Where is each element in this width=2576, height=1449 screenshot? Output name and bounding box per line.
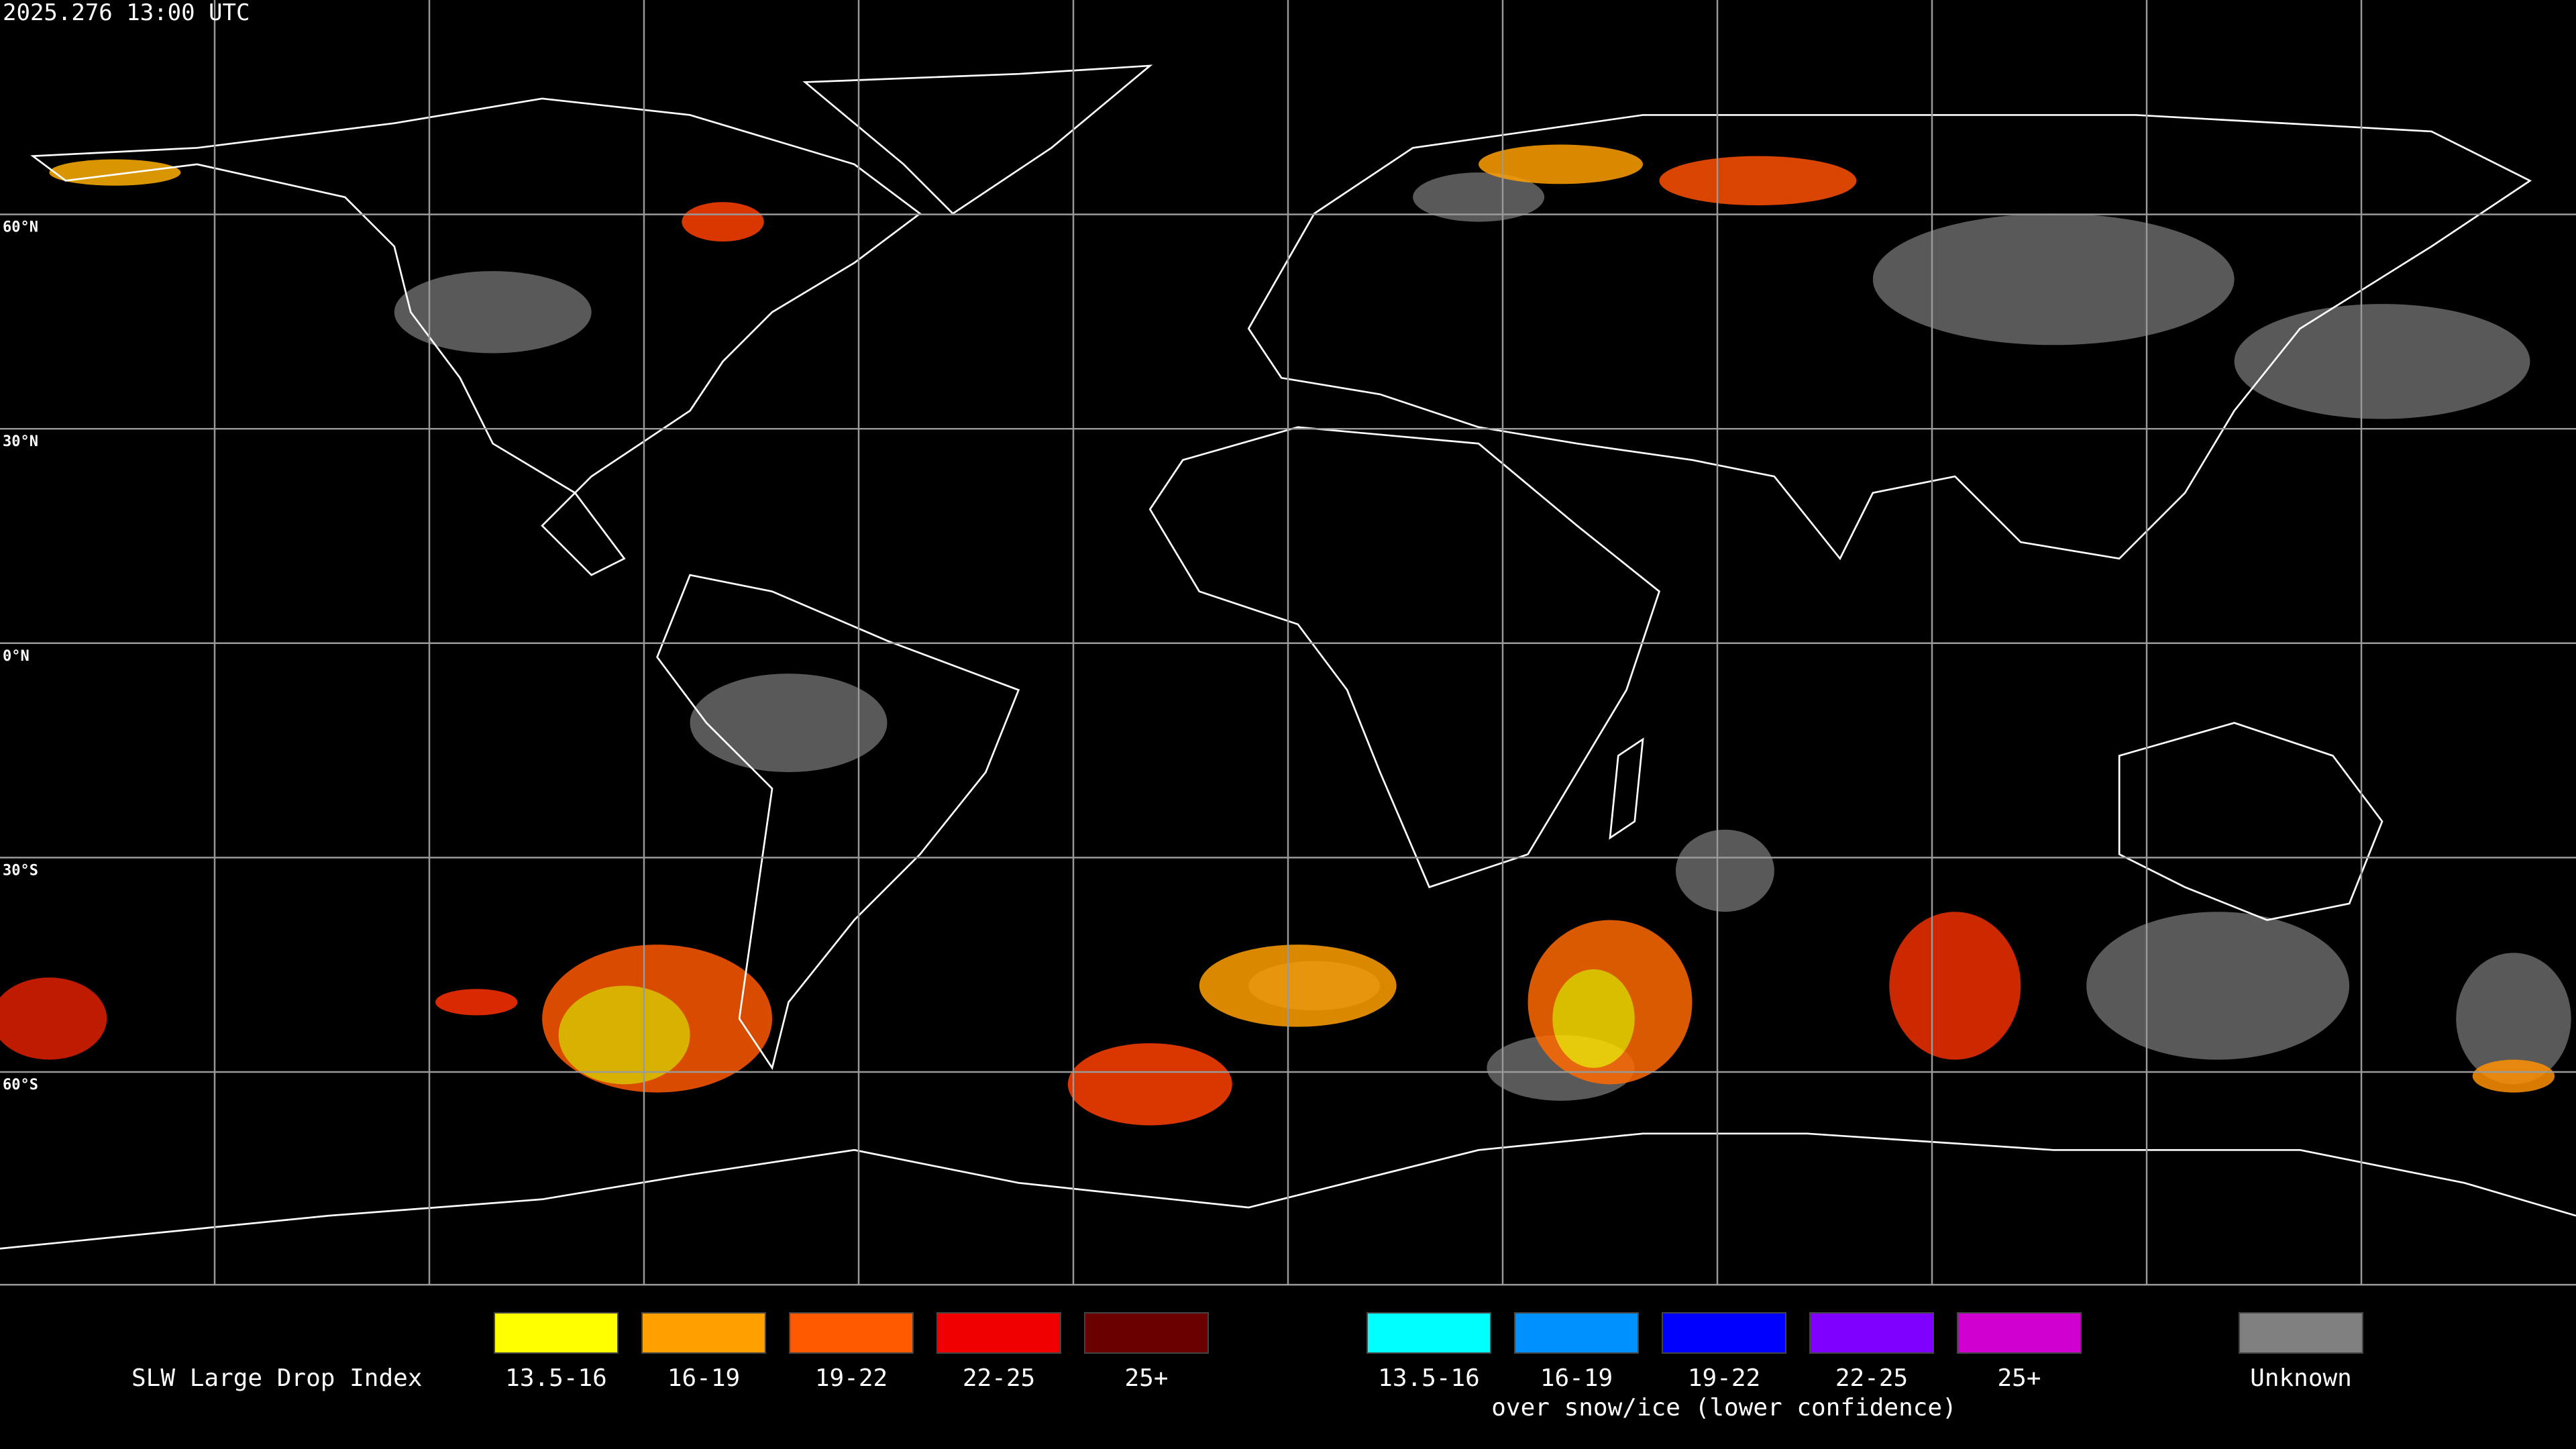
legend-label: 13.5-16 [1378,1364,1480,1392]
legend-label: 25+ [1997,1364,2041,1392]
legend-swatch [789,1312,914,1354]
legend-swatch [1662,1312,1786,1354]
legend-swatch [641,1312,766,1354]
legend-label: 16-19 [1540,1364,1613,1392]
legend-swatch [494,1312,619,1354]
legend-swatch [2239,1312,2363,1354]
legend-swatch [1514,1312,1639,1354]
legend-label: 19-22 [1688,1364,1760,1392]
legend-note: over snow/ice (lower confidence) [1491,1394,1957,1421]
cloud-patches [0,144,2571,1126]
latitude-label: 60°S [3,1077,38,1093]
legend-label: Unknown [2250,1364,2352,1392]
legend-label: 25+ [1124,1364,1168,1392]
latitude-label: 30°N [3,433,38,450]
legend-label: 22-25 [963,1364,1035,1392]
legend-swatch [1366,1312,1491,1354]
latitude-labels: 60°N 30°N 0°N 30°S 60°S [3,219,38,1093]
legend-swatch [1957,1312,2082,1354]
latitude-label: 30°S [3,862,38,879]
latitude-label: 60°N [3,219,38,236]
legend-title: SLW Large Drop Index [131,1364,422,1392]
legend-label: 16-19 [667,1364,740,1392]
legend: SLW Large Drop Index 13.5-16 16-19 19-22 22… [131,1312,2363,1421]
timestamp: 2025.276 13:00 UTC [3,0,250,26]
legend-swatch [1084,1312,1209,1354]
legend-swatch [1809,1312,1934,1354]
graticule [0,0,2576,1286]
legend-label: 19-22 [815,1364,888,1392]
map [0,0,2576,1286]
legend-swatch [936,1312,1061,1354]
legend-label: 22-25 [1835,1364,1908,1392]
latitude-label: 0°N [3,648,30,665]
legend-label: 13.5-16 [505,1364,607,1392]
